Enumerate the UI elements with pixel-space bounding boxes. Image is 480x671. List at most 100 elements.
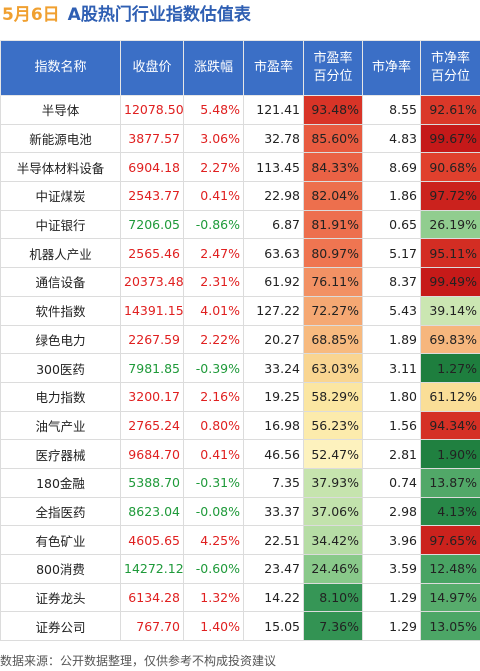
cell: 9684.70 [120,439,184,469]
cell: 80.97% [303,238,363,269]
cell: 3.96 [362,525,421,555]
cell: 5388.70 [120,467,184,498]
cell: 22.98 [243,181,304,211]
cell: 3.06% [183,123,244,154]
cell: 2.16% [183,381,244,412]
cell: 97.72% [420,181,480,211]
cell: 6134.28 [120,582,184,613]
cell: 7206.05 [120,209,184,240]
cell: 37.06% [303,496,363,527]
cell: 1.90% [420,439,480,469]
footer: 数据来源：公开数据整理，仅供参考不构成投资建议 [0,654,277,668]
index-name: 绿色电力 [0,324,121,355]
cell: 8.10% [303,582,363,613]
cell: 34.42% [303,525,363,555]
index-name: 有色矿业 [0,525,121,555]
cell: 5.48% [183,95,244,125]
table-row: 新能源电池 3877.57 3.06% 32.78 85.60% 4.83 99.67% [0,123,480,154]
index-name: 180金融 [0,467,121,498]
column-header: 市盈率 [243,40,304,96]
cell: 3.11 [362,353,421,383]
cell: 37.93% [303,467,363,498]
cell: 4.25% [183,525,244,555]
cell: 6904.18 [120,152,184,183]
table-row: 有色矿业 4605.65 4.25% 22.51 34.42% 3.96 97.65% [0,525,480,555]
cell: 2.22% [183,324,244,355]
cell: 121.41 [243,95,304,125]
cell: 61.92 [243,267,304,297]
cell: 0.74 [362,467,421,498]
cell: 22.51 [243,525,304,555]
cell: 14272.12 [120,554,184,584]
cell: 93.48% [303,95,363,125]
cell: 99.67% [420,123,480,154]
cell: 1.29 [362,582,421,613]
index-name: 证券龙头 [0,582,121,613]
cell: 1.27% [420,353,480,383]
cell: 15.05 [243,611,304,642]
cell: 1.32% [183,582,244,613]
table-row: 半导体材料设备 6904.18 2.27% 113.45 84.33% 8.69 90.68… [0,152,480,183]
cell: 52.47% [303,439,363,469]
cell: 33.37 [243,496,304,527]
cell: 8.69 [362,152,421,183]
cell: 2.98 [362,496,421,527]
cell: 7.35 [243,467,304,498]
cell: 2267.59 [120,324,184,355]
index-name: 新能源电池 [0,123,121,154]
cell: 95.11% [420,238,480,269]
column-header: 涨跌幅 [183,40,244,96]
cell: 0.41% [183,181,244,211]
cell: 72.27% [303,295,363,326]
cell: 3877.57 [120,123,184,154]
table-row: 证券龙头 6134.28 1.32% 14.22 8.10% 1.29 14.97% [0,582,480,613]
cell: 99.49% [420,267,480,297]
cell: 24.46% [303,554,363,584]
cell: 13.05% [420,611,480,642]
cell: 85.60% [303,123,363,154]
index-name: 医疗器械 [0,439,121,469]
index-name: 半导体 [0,95,121,125]
cell: 4.01% [183,295,244,326]
cell: 46.56 [243,439,304,469]
table-row: 油气产业 2765.24 0.80% 16.98 56.23% 1.56 94.34% [0,410,480,441]
table-row: 医疗器械 9684.70 0.41% 46.56 52.47% 2.81 1.90% [0,439,480,469]
index-name: 软件指数 [0,295,121,326]
cell: 92.61% [420,95,480,125]
cell: 13.87% [420,467,480,498]
cell: 63.03% [303,353,363,383]
table-row: 绿色电力 2267.59 2.22% 20.27 68.85% 1.89 69.83% [0,324,480,355]
cell: 7.36% [303,611,363,642]
cell: 61.12% [420,381,480,412]
table-row: 全指医药 8623.04 -0.08% 33.37 37.06% 2.98 4.13% [0,496,480,527]
cell: 32.78 [243,123,304,154]
cell: 69.83% [420,324,480,355]
cell: 84.33% [303,152,363,183]
cell: 5.43 [362,295,421,326]
cell: 1.89 [362,324,421,355]
cell: 4605.65 [120,525,184,555]
cell: 0.65 [362,209,421,240]
cell: 1.80 [362,381,421,412]
title-text: A股热门行业指数估值表 [67,5,251,25]
index-name: 中证煤炭 [0,181,121,211]
cell: 76.11% [303,267,363,297]
index-name: 300医药 [0,353,121,383]
cell: 1.29 [362,611,421,642]
table-row: 通信设备 20373.48 2.31% 61.92 76.11% 8.37 99.49% [0,267,480,297]
cell: 56.23% [303,410,363,441]
cell: 94.34% [420,410,480,441]
cell: -0.39% [183,353,244,383]
cell: 20373.48 [120,267,184,297]
table-body: 半导体 12078.50 5.48% 121.41 93.48% 8.55 92.61% 新能… [0,95,480,642]
cell: 3.59 [362,554,421,584]
index-name: 电力指数 [0,381,121,412]
cell: 1.86 [362,181,421,211]
column-header: 市盈率 百分位 [303,40,363,96]
cell: -0.60% [183,554,244,584]
table-row: 800消费 14272.12 -0.60% 23.47 24.46% 3.59 12.48% [0,554,480,584]
table-row: 中证煤炭 2543.77 0.41% 22.98 82.04% 1.86 97.72% [0,181,480,211]
cell: 4.83 [362,123,421,154]
cell: 6.87 [243,209,304,240]
cell: 81.91% [303,209,363,240]
